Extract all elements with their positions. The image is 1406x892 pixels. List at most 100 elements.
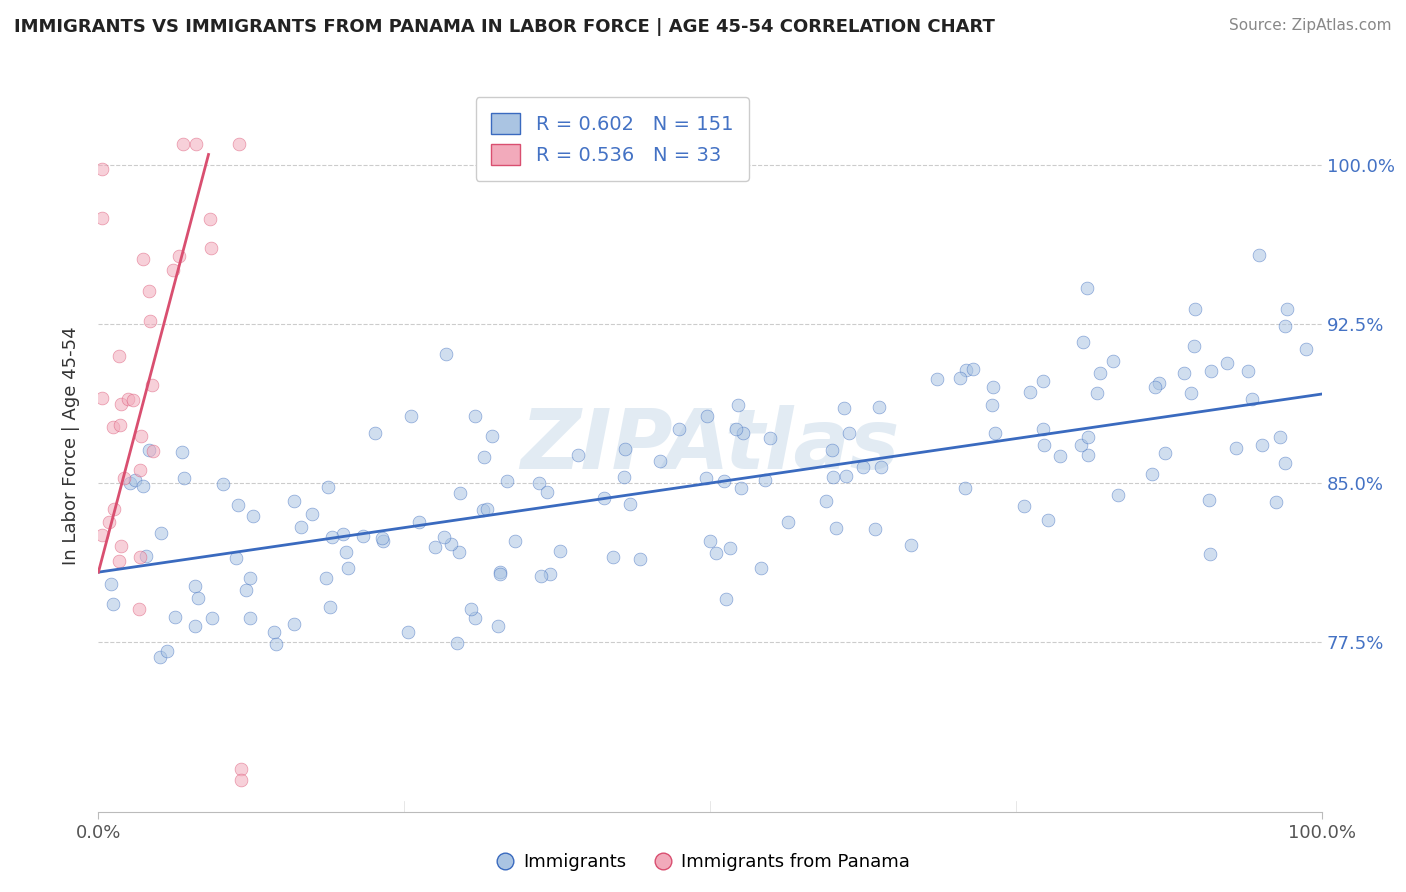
Text: ZIPAtlas: ZIPAtlas [520,406,900,486]
Point [1077,430,1099,444]
Point [239,611,262,625]
Point [1250,438,1272,452]
Point [101,597,124,611]
Point [475,502,498,516]
Point [290,519,312,533]
Point [648,453,671,467]
Point [713,474,735,488]
Point [1241,392,1264,406]
Point [567,448,589,462]
Point [201,610,224,624]
Point [699,533,721,548]
Point [101,420,124,434]
Point [173,471,195,485]
Y-axis label: In Labor Force | Age 45-54: In Labor Force | Age 45-54 [62,326,80,566]
Point [433,530,456,544]
Point [865,522,887,536]
Point [110,417,132,432]
Point [718,541,741,555]
Point [242,509,264,524]
Point [135,549,157,564]
Point [696,409,718,423]
Point [91,528,114,542]
Point [128,602,150,616]
Point [953,481,976,495]
Point [460,601,482,615]
Point [776,515,799,529]
Point [949,371,972,385]
Point [464,409,486,423]
Point [129,463,152,477]
Point [225,551,247,566]
Point [396,624,419,639]
Point [121,392,143,407]
Point [984,425,1007,440]
Point [619,497,641,511]
Point [489,565,512,579]
Point [228,498,250,512]
Point [156,644,179,658]
Point [132,252,155,267]
Point [1295,343,1317,357]
Point [536,484,558,499]
Point [821,442,844,457]
Point [1182,339,1205,353]
Point [212,476,235,491]
Point [981,380,1004,394]
Point [141,378,163,392]
Point [139,314,162,328]
Point [449,486,471,500]
Point [1264,494,1286,508]
Point [1274,318,1296,333]
Point [436,347,458,361]
Point [1071,335,1094,350]
Point [1199,547,1222,561]
Point [602,549,624,564]
Point [1019,384,1042,399]
Point [1154,446,1177,460]
Point [332,527,354,541]
Point [900,537,922,551]
Point [1036,513,1059,527]
Point [955,362,977,376]
Legend: Immigrants, Immigrants from Panama: Immigrants, Immigrants from Panama [489,847,917,879]
Point [103,502,125,516]
Point [1225,442,1247,456]
Point [321,530,343,544]
Point [165,609,187,624]
Point [472,450,495,464]
Point [447,544,470,558]
Point [868,400,890,414]
Point [172,136,194,151]
Point [264,636,287,650]
Point [1077,448,1099,462]
Point [228,136,250,151]
Point [1107,488,1129,502]
Point [110,539,132,553]
Point [1088,366,1111,380]
Point [187,591,209,605]
Point [1184,301,1206,316]
Point [239,571,262,585]
Point [628,552,651,566]
Point [1201,364,1223,378]
Point [91,162,114,177]
Point [838,425,860,440]
Point [231,772,253,787]
Point [440,537,463,551]
Point [132,478,155,492]
Point [980,398,1002,412]
Point [593,491,616,505]
Point [1198,492,1220,507]
Point [364,425,387,440]
Point [100,576,122,591]
Point [727,398,749,412]
Text: IMMIGRANTS VS IMMIGRANTS FROM PANAMA IN LABOR FORCE | AGE 45-54 CORRELATION CHAR: IMMIGRANTS VS IMMIGRANTS FROM PANAMA IN … [14,18,995,36]
Point [423,540,446,554]
Point [962,362,984,376]
Point [110,397,132,411]
Point [695,471,717,485]
Point [138,284,160,298]
Point [823,470,845,484]
Point [198,212,221,227]
